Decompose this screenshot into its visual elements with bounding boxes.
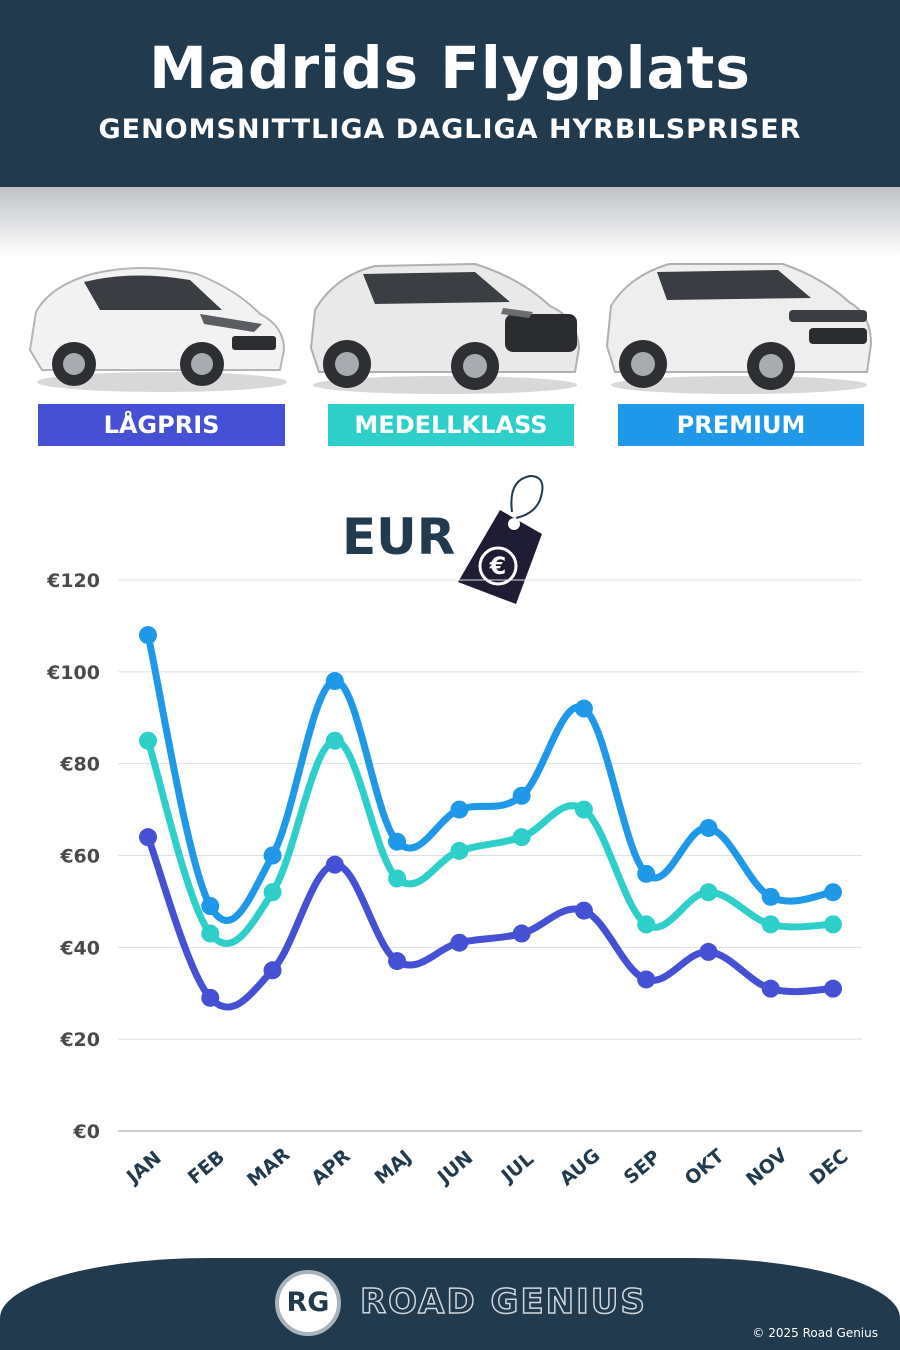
data-point-premium <box>201 897 220 916</box>
data-point-midsize <box>388 869 407 888</box>
data-point-budget <box>450 933 469 952</box>
data-point-premium <box>824 883 842 902</box>
currency-label: EUR <box>342 508 456 566</box>
page-title: Madrids Flygplats <box>149 34 751 102</box>
copyright-text: © 2025 Road Genius <box>752 1326 878 1340</box>
data-point-midsize <box>325 731 344 750</box>
data-point-budget <box>574 901 593 920</box>
x-tick-label: MAJ <box>371 1146 416 1189</box>
series-line-premium <box>144 631 837 924</box>
x-tick-label: JUN <box>432 1147 477 1190</box>
data-point-premium <box>325 672 344 691</box>
data-point-midsize <box>574 800 593 819</box>
data-point-premium <box>512 786 531 805</box>
x-axis-ticks: JAN FEB MAR APR MAJ JUN JUL AUG SEP OKT NOV DEC <box>121 1143 852 1191</box>
x-tick-label: JUL <box>496 1148 538 1188</box>
x-tick-label: FEB <box>184 1146 229 1189</box>
price-line-chart: €0 €20 €40 €60 €80 €100 €120 JAN FEB MAR APR MAJ JU… <box>46 570 862 1191</box>
x-tick-label: SEP <box>620 1146 665 1189</box>
data-point-midsize <box>637 915 656 934</box>
data-point-midsize <box>263 883 282 902</box>
hatchback-car-image <box>28 267 287 392</box>
data-point-budget <box>325 855 344 874</box>
data-point-midsize <box>761 915 780 934</box>
data-point-budget <box>263 961 282 980</box>
data-point-midsize <box>139 731 157 750</box>
brand-logo: RG <box>275 1270 341 1336</box>
data-point-midsize <box>512 828 531 847</box>
x-tick-label: DEC <box>806 1145 853 1189</box>
header-shadow <box>0 187 900 257</box>
data-point-budget <box>388 952 407 971</box>
data-point-premium <box>761 887 780 906</box>
y-tick-label: €60 <box>59 846 100 868</box>
data-point-budget <box>699 942 718 961</box>
data-point-budget <box>637 970 656 989</box>
data-point-midsize <box>201 924 220 943</box>
data-point-premium <box>699 818 718 837</box>
category-badge-budget: LÅGPRIS <box>38 404 285 446</box>
category-badge-midsize: MEDELLKLASS <box>328 404 574 446</box>
data-point-premium <box>139 626 157 645</box>
euro-symbol: € <box>489 552 507 580</box>
category-badge-premium: PREMIUM <box>618 404 864 446</box>
premium-suv-car-image <box>605 263 873 394</box>
data-point-budget <box>824 979 842 998</box>
x-tick-label: APR <box>307 1145 355 1190</box>
y-tick-label: €80 <box>59 754 100 776</box>
brand-name: ROAD GENIUS <box>359 1281 647 1323</box>
page-subtitle: GENOMSNITTLIGA DAGLIGA HYRBILSPRISER <box>98 114 802 145</box>
data-point-premium <box>637 864 656 883</box>
x-tick-label: AUG <box>556 1144 605 1190</box>
y-tick-label: €40 <box>59 937 100 959</box>
data-point-premium <box>574 699 593 718</box>
data-point-midsize <box>824 915 842 934</box>
chart-grid <box>118 579 862 1132</box>
y-tick-label: €20 <box>59 1029 100 1051</box>
footer-bar <box>0 1258 900 1350</box>
data-point-budget <box>139 828 157 847</box>
header-banner: Madrids Flygplats GENOMSNITTLIGA DAGLIGA… <box>0 0 900 187</box>
data-point-midsize <box>450 841 469 860</box>
data-point-premium <box>263 846 282 865</box>
y-tick-label: €100 <box>46 662 100 684</box>
y-tick-label: €0 <box>73 1121 100 1143</box>
chart-series <box>139 626 842 1011</box>
y-tick-label: €120 <box>46 570 100 592</box>
x-tick-label: OKT <box>681 1145 729 1190</box>
x-tick-label: NOV <box>742 1144 792 1191</box>
data-point-budget <box>761 979 780 998</box>
data-point-midsize <box>699 883 718 902</box>
data-point-premium <box>388 832 407 851</box>
data-point-budget <box>201 988 220 1007</box>
y-axis-ticks: €0 €20 €40 €60 €80 €100 €120 <box>46 570 100 1143</box>
x-tick-label: JAN <box>121 1147 166 1189</box>
x-tick-label: MAR <box>243 1143 294 1191</box>
suv-car-image <box>309 262 581 394</box>
data-point-premium <box>450 800 469 819</box>
data-point-budget <box>512 924 531 943</box>
